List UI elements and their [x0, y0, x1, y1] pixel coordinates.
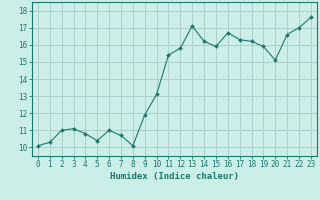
X-axis label: Humidex (Indice chaleur): Humidex (Indice chaleur): [110, 172, 239, 181]
